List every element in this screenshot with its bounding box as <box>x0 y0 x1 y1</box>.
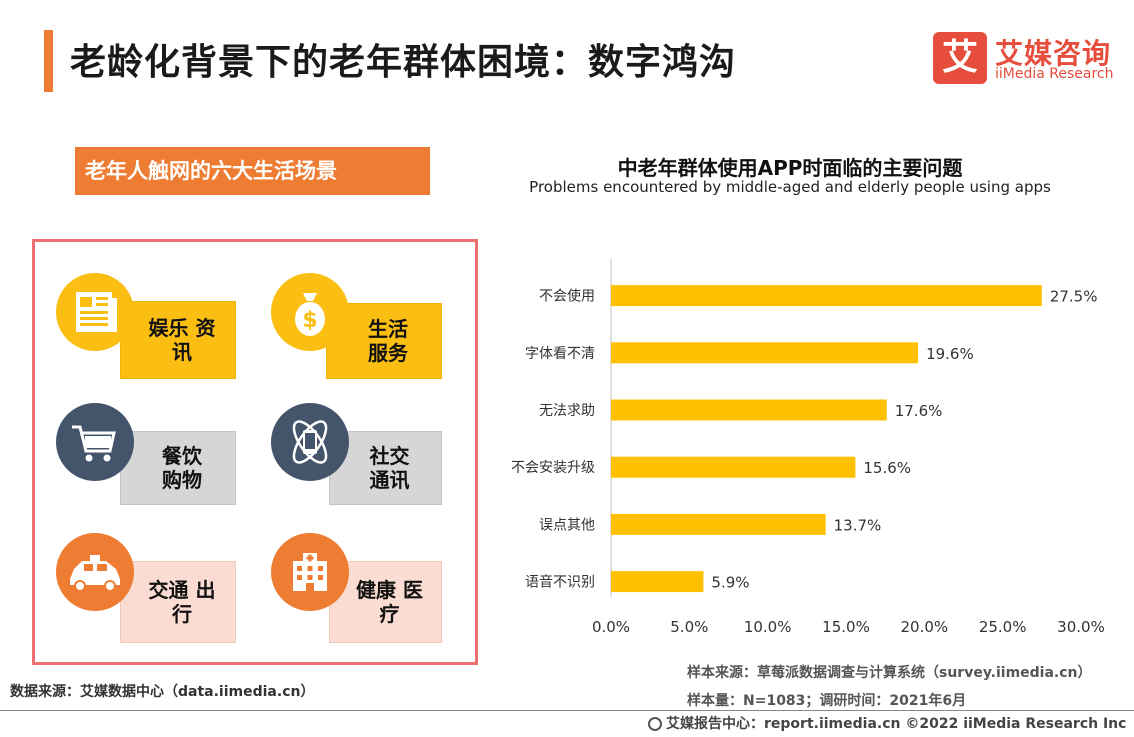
scene-label: 餐饮 购物 <box>120 431 236 505</box>
globe-icon <box>648 717 662 731</box>
category-label: 不会使用 <box>539 288 595 305</box>
scenes-heading: 老年人触网的六大生活场景 <box>85 159 337 183</box>
x-tick-label: 25.0% <box>979 618 1027 636</box>
logo-cn-text: 艾媒咨询 <box>995 37 1112 70</box>
x-tick-label: 30.0% <box>1057 618 1105 636</box>
police-car-icon <box>56 533 134 611</box>
logo-mark: 艾 <box>933 32 987 84</box>
sample-source: 样本来源：草莓派数据调查与计算系统（survey.iimedia.cn） <box>687 665 1092 681</box>
category-label: 无法求助 <box>539 403 595 419</box>
bar <box>611 399 887 421</box>
data-label: 13.7% <box>834 516 882 534</box>
scenes-heading-box: 老年人触网的六大生活场景 <box>75 147 430 195</box>
bar <box>611 342 919 364</box>
chart-title: 中老年群体使用APP时面临的主要问题 <box>617 156 963 180</box>
category-label: 不会安装升级 <box>511 460 595 476</box>
svg-text:$: $ <box>302 308 317 333</box>
page-title: 老龄化背景下的老年群体困境：数字鸿沟 <box>70 42 737 83</box>
data-source-left: 数据来源：艾媒数据中心（data.iimedia.cn） <box>10 684 315 700</box>
phone-orbit-icon <box>271 403 349 481</box>
footer: 艾媒报告中心：report.iimedia.cn ©2022 iiMedia R… <box>648 713 1126 733</box>
hospital-icon <box>271 533 349 611</box>
scenes-frame: 娱乐 资讯 生活 服务 $ 餐饮 购物 社交 通讯 交通 出行 <box>32 239 478 665</box>
newspaper-icon <box>56 273 134 351</box>
bar <box>611 513 826 535</box>
category-label: 语音不识别 <box>525 574 595 591</box>
data-label: 19.6% <box>926 345 974 363</box>
footer-divider <box>0 710 1134 711</box>
sample-size: 样本量：N=1083；调研时间：2021年6月 <box>687 693 967 709</box>
money-bag-icon: $ <box>271 273 349 351</box>
data-label: 17.6% <box>895 402 943 420</box>
scene-label: 娱乐 资讯 <box>120 301 236 379</box>
scene-label: 交通 出行 <box>120 561 236 643</box>
bar <box>611 285 1042 307</box>
brand-logo: 艾 艾媒咨询 iiMedia Research <box>933 30 1123 86</box>
bar-chart: 不会使用 27.5% 字体看不清 19.6% 无法求助 17.6% 不会安装升级 15.6% 误… <box>511 259 1105 636</box>
logo-en-text: iiMedia Research <box>995 66 1114 82</box>
shopping-cart-icon <box>56 403 134 481</box>
x-tick-label: 0.0% <box>592 618 630 636</box>
data-label: 15.6% <box>863 459 911 477</box>
bar <box>611 571 704 593</box>
title-accent-bar <box>44 30 53 92</box>
data-label: 5.9% <box>711 574 749 592</box>
footer-text: 艾媒报告中心：report.iimedia.cn ©2022 iiMedia R… <box>666 716 1127 732</box>
x-tick-label: 5.0% <box>670 618 708 636</box>
x-tick-label: 10.0% <box>744 618 792 636</box>
x-tick-label: 20.0% <box>901 618 949 636</box>
category-label: 字体看不清 <box>525 346 595 362</box>
category-label: 误点其他 <box>539 517 595 533</box>
x-tick-label: 15.0% <box>822 618 870 636</box>
data-label: 27.5% <box>1050 288 1098 306</box>
chart-subtitle: Problems encountered by middle-aged and … <box>529 178 1051 196</box>
bar <box>611 456 856 478</box>
